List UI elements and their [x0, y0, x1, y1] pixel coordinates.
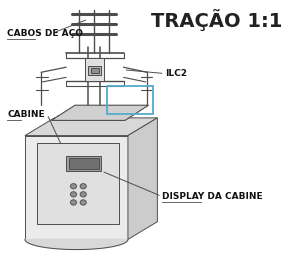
Circle shape: [70, 192, 76, 197]
Polygon shape: [66, 156, 101, 171]
Polygon shape: [37, 143, 119, 224]
Circle shape: [80, 184, 86, 189]
Polygon shape: [85, 58, 104, 81]
Polygon shape: [69, 158, 98, 168]
Polygon shape: [51, 105, 148, 120]
Text: CABOS DE AÇO: CABOS DE AÇO: [7, 28, 83, 38]
Text: TRAÇÃO 1:1: TRAÇÃO 1:1: [151, 9, 282, 31]
Polygon shape: [128, 118, 158, 239]
Polygon shape: [25, 239, 128, 250]
Polygon shape: [25, 118, 158, 136]
Text: CABINE: CABINE: [7, 110, 45, 119]
Polygon shape: [25, 136, 128, 239]
Circle shape: [70, 200, 76, 205]
Bar: [107, 86, 153, 114]
Polygon shape: [91, 68, 98, 73]
Circle shape: [80, 200, 86, 205]
Polygon shape: [88, 66, 101, 75]
Circle shape: [80, 192, 86, 197]
Circle shape: [70, 184, 76, 189]
Text: ILC2: ILC2: [165, 69, 187, 78]
Text: DISPLAY DA CABINE: DISPLAY DA CABINE: [162, 192, 262, 201]
